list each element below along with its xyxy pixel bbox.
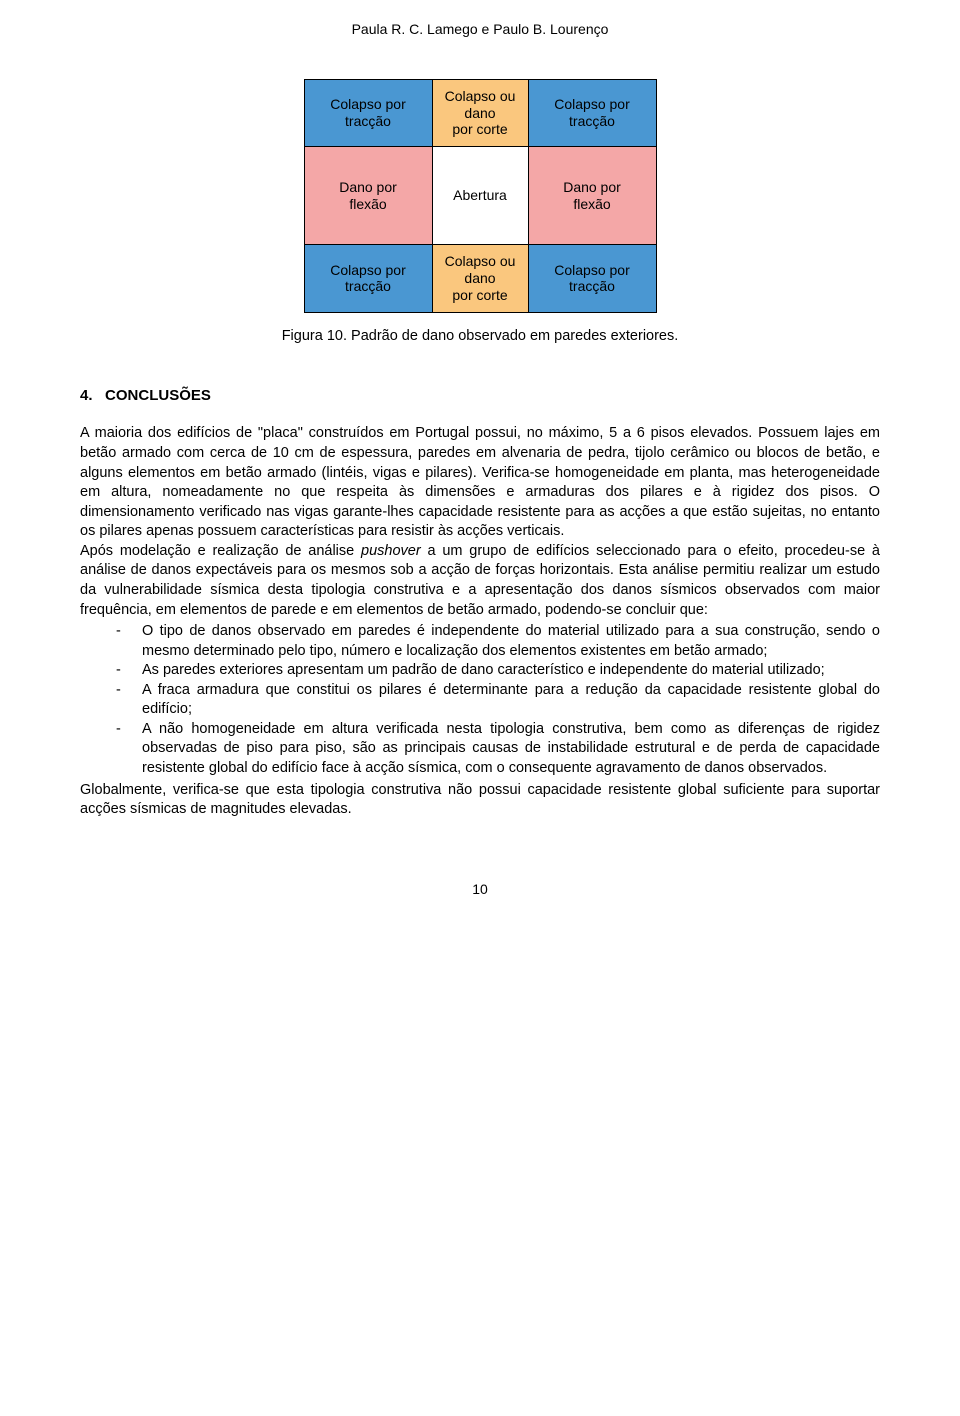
- list-dash: -: [116, 622, 142, 661]
- diagram-cell: Colapso portracção: [304, 79, 432, 146]
- section-number: 4.: [80, 387, 93, 404]
- diagram-cell: Colapso portracção: [304, 245, 432, 312]
- diagram-cell: Colapso portracção: [528, 245, 656, 312]
- list-item: -A não homogeneidade em altura verificad…: [116, 720, 880, 779]
- section-heading: 4. CONCLUSÕES: [80, 386, 880, 406]
- list-dash: -: [116, 681, 142, 720]
- diagram-cell: Colapso ou danopor corte: [432, 79, 528, 146]
- paragraph-1: A maioria dos edifícios de "placa" const…: [80, 424, 880, 541]
- page-header: Paula R. C. Lamego e Paulo B. Lourenço: [80, 0, 880, 79]
- list-dash: -: [116, 661, 142, 681]
- paragraph-2: Após modelação e realização de análise p…: [80, 542, 880, 620]
- list-item: -O tipo de danos observado em paredes é …: [116, 622, 880, 661]
- damage-diagram-table: Colapso portracçãoColapso ou danopor cor…: [304, 79, 657, 313]
- list-item: -As paredes exteriores apresentam um pad…: [116, 661, 880, 681]
- header-text: Paula R. C. Lamego e Paulo B. Lourenço: [352, 21, 609, 37]
- list-text: O tipo de danos observado em paredes é i…: [142, 622, 880, 661]
- figure-caption: Figura 10. Padrão de dano observado em p…: [80, 327, 880, 347]
- list-text: As paredes exteriores apresentam um padr…: [142, 661, 880, 681]
- list-dash: -: [116, 720, 142, 779]
- paragraph-3: Globalmente, verifica-se que esta tipolo…: [80, 781, 880, 820]
- diagram-cell: Colapso ou danopor corte: [432, 245, 528, 312]
- diagram-cell: Abertura: [432, 147, 528, 245]
- page-number: 10: [80, 880, 880, 899]
- list-text: A fraca armadura que constitui os pilare…: [142, 681, 880, 720]
- diagram-cell: Colapso portracção: [528, 79, 656, 146]
- pushover-term: pushover: [361, 543, 421, 559]
- damage-diagram: Colapso portracçãoColapso ou danopor cor…: [80, 79, 880, 313]
- diagram-cell: Dano porflexão: [304, 147, 432, 245]
- conclusion-list: -O tipo de danos observado em paredes é …: [80, 622, 880, 779]
- diagram-cell: Dano porflexão: [528, 147, 656, 245]
- section-title: CONCLUSÕES: [105, 387, 211, 404]
- list-item: -A fraca armadura que constitui os pilar…: [116, 681, 880, 720]
- list-text: A não homogeneidade em altura verificada…: [142, 720, 880, 779]
